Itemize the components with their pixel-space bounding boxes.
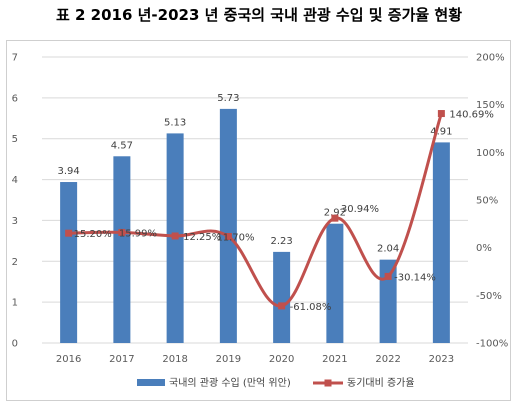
x-tick-label: 2020 [269,354,294,365]
left-tick-label: 0 [12,339,18,350]
right-tick-label: -100% [476,339,508,350]
line-data-label: -30.14% [394,272,436,283]
line-marker [384,272,392,280]
line-data-labels: 15.20% 15.99% 12.25%11.70% -61.08% 30.94% -30… [74,110,494,313]
left-tick-label: 1 [12,298,18,309]
legend-label-bar: 국내의 관광 수입 (만억 위안) [169,376,291,389]
right-tick-label: 100% [476,148,505,159]
x-tick-label: 2023 [429,354,454,365]
x-tick-label: 2019 [216,354,241,365]
right-tick-label: 200% [476,53,505,64]
bar [113,156,131,343]
bar-data-label: 4.57 [111,140,133,151]
right-tick-label: 150% [476,100,505,111]
right-axis-ticks: -100% -50% 0% 50% 100% 150% 200% [476,53,508,350]
x-tick-label: 2016 [56,354,81,365]
x-tick-label: 2017 [109,354,134,365]
x-axis-ticks: 2016 2017 2018 2019 2020 2021 2022 2023 [56,354,454,365]
line-marker [118,228,126,236]
bar-data-label: 2.23 [270,236,292,247]
line-marker [171,232,179,240]
left-tick-label: 4 [12,175,18,186]
bar [432,142,450,343]
line-marker [65,229,73,237]
bar-data-label: 5.73 [217,93,239,104]
bar-data-label: 2.04 [377,244,399,255]
x-tick-label: 2018 [162,354,187,365]
gridlines [42,56,468,344]
line-data-label: 11.70% [216,233,254,244]
right-tick-label: 0% [476,243,492,254]
legend-swatch-bar [137,379,165,386]
line-data-label: 140.69% [449,110,494,121]
bar-data-label: 5.13 [164,117,186,128]
right-tick-label: -50% [476,291,502,302]
legend-label-line: 동기대비 증가율 [347,377,415,389]
left-tick-label: 7 [12,53,18,64]
left-tick-label: 6 [12,93,18,104]
bar [326,223,344,343]
bar-data-label: 2.92 [324,208,346,219]
x-tick-label: 2022 [375,354,400,365]
right-tick-label: 50% [476,196,498,207]
line-data-label: 15.20% [74,229,112,240]
left-tick-label: 5 [12,134,18,145]
bar [273,251,291,343]
line-marker [437,110,445,118]
line-marker [224,233,232,241]
chart-title: 표 2 2016 년-2023 년 중국의 국내 관광 수입 및 증가율 현황 [55,6,462,24]
line-series [65,110,445,310]
bar-data-labels: 3.94 4.57 5.13 5.73 2.23 2.92 2.04 4.91 [57,93,452,255]
bar-data-label: 3.94 [57,166,79,177]
left-tick-label: 2 [12,257,18,268]
line-data-label: 30.94% [341,204,379,215]
line-data-label: 12.25% [183,232,221,243]
chart-frame [6,40,511,401]
x-tick-label: 2021 [322,354,347,365]
left-axis-ticks: 0 1 2 3 4 5 6 7 [12,53,18,350]
left-tick-label: 3 [12,216,18,227]
line-marker [331,214,339,222]
line-marker [278,302,286,310]
legend-marker-line [324,379,332,387]
bar [219,108,237,343]
line-data-label: 15.99% [119,228,157,239]
line-data-label: -61.08% [290,302,332,313]
legend: 국내의 관광 수입 (만억 위안) 동기대비 증가율 [137,376,415,389]
bar-data-label: 4.91 [430,126,452,137]
bar [60,182,78,343]
